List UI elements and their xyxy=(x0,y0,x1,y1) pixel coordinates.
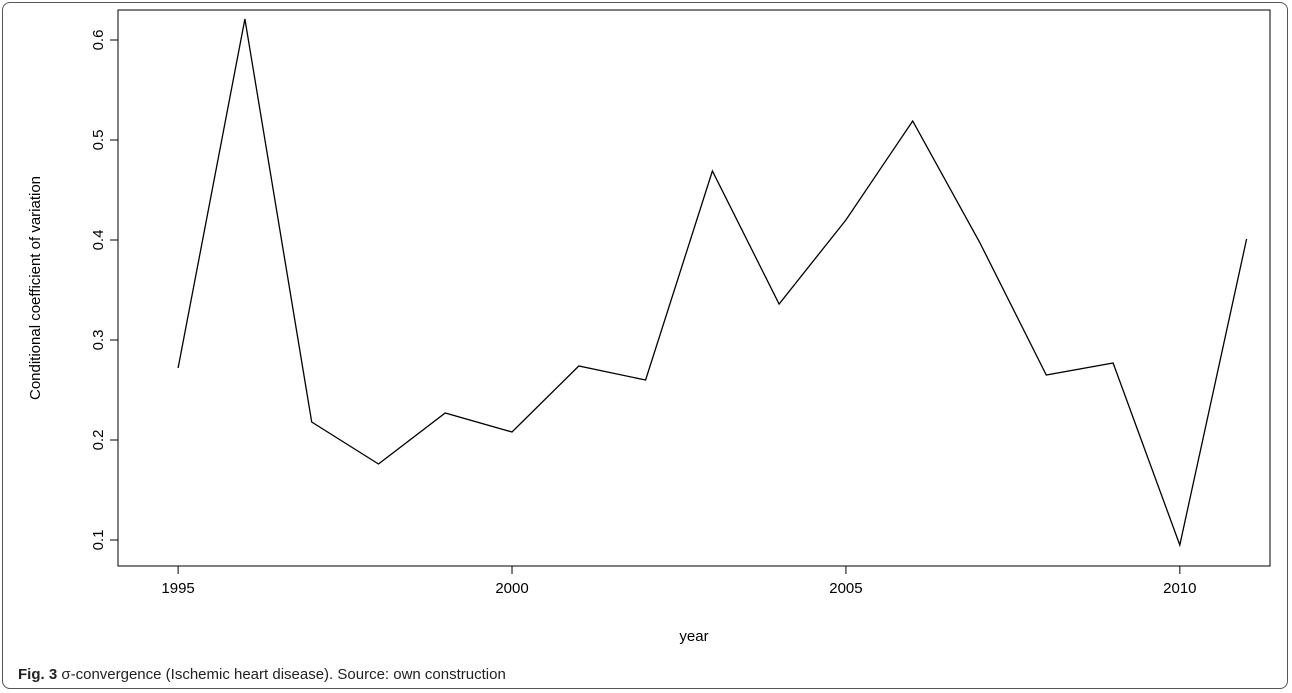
y-tick-label: 0.5 xyxy=(90,130,107,151)
series-layer xyxy=(177,18,1248,548)
x-axis-title: year xyxy=(679,628,708,645)
y-tick-label: 0.1 xyxy=(90,530,107,551)
plot-box xyxy=(117,9,1271,567)
x-tick-label: 2005 xyxy=(829,580,862,597)
x-tick-label: 2010 xyxy=(1163,580,1196,597)
x-axis: 1995 2000 2005 2010 xyxy=(161,566,1197,597)
y-tick-label: 0.2 xyxy=(90,430,107,451)
y-tick-label: 0.6 xyxy=(90,30,107,51)
y-axis-title: Conditional coefficient of variation xyxy=(27,176,44,400)
y-tick-label: 0.4 xyxy=(90,230,107,251)
figure-caption-label: Fig. 3 xyxy=(18,666,58,683)
x-tick-label: 1995 xyxy=(161,580,194,597)
figure-caption-text: σ-convergence (Ischemic heart disease). … xyxy=(61,666,506,683)
series-line xyxy=(177,18,1248,548)
y-tick-label: 0.3 xyxy=(90,330,107,351)
x-tick-label: 2000 xyxy=(495,580,528,597)
figure-caption: Fig. 3 σ-convergence (Ischemic heart dis… xyxy=(18,666,506,683)
y-axis: 0.1 0.2 0.3 0.4 0.5 0.6 xyxy=(90,30,118,551)
